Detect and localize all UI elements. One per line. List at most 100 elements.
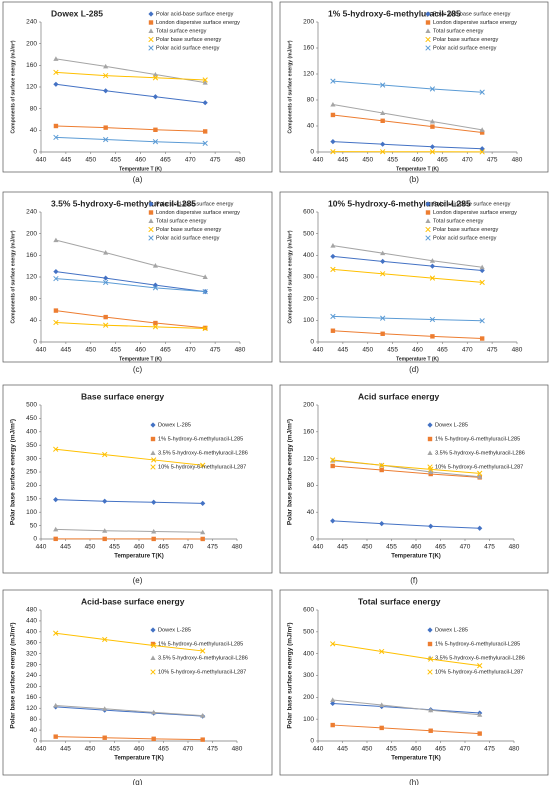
y-tick-label: 450 [26, 415, 37, 422]
panel-border [279, 384, 549, 574]
x-tick-label: 465 [158, 746, 169, 753]
marker [479, 127, 485, 132]
y-tick-label: 0 [33, 738, 37, 745]
legend-marker [148, 210, 154, 215]
x-tick-label: 450 [85, 347, 96, 354]
y-tick-label: 160 [26, 252, 37, 259]
y-tick-label: 200 [303, 295, 314, 302]
y-tick-label: 200 [26, 230, 37, 237]
x-tick-label: 480 [509, 544, 520, 551]
legend-label: 3.5% 5-hydroxy-6-methyluracil-L286 [158, 655, 248, 661]
x-axis-label: Temperature T (K) [396, 356, 439, 362]
legend-label: Polar acid-base surface energy [156, 201, 234, 207]
legend-label: Total surface energy [156, 28, 207, 34]
legend-label: Polar base surface energy [156, 227, 222, 233]
marker [330, 722, 335, 728]
marker [380, 258, 386, 264]
marker [200, 536, 205, 542]
legend-marker [150, 655, 156, 660]
marker [380, 271, 386, 277]
legend-marker [427, 436, 433, 442]
marker [53, 134, 59, 141]
y-tick-label: 80 [307, 482, 315, 489]
legend-marker [425, 226, 431, 233]
y-tick-label: 0 [310, 738, 314, 745]
chart-panel: 0 100 200 300 400 500 600 440 445 450 455 460 465 470… [279, 191, 549, 374]
legend-label: 3.5% 5-hydroxy-6-methyluracil-L286 [435, 655, 525, 661]
legend-label: Polar base surface energy [156, 37, 222, 43]
marker [103, 250, 109, 255]
y-tick-label: 120 [26, 274, 37, 281]
y-tick-label: 100 [303, 317, 314, 324]
legend-label: Dowex L-285 [435, 422, 468, 428]
y-tick-label: 160 [26, 694, 37, 701]
marker [429, 118, 436, 124]
legend-marker [427, 450, 433, 455]
marker [428, 469, 434, 474]
legend-label: Polar base surface energy [433, 37, 499, 43]
marker [152, 282, 159, 288]
series-line [55, 632, 203, 652]
x-tick-label: 460 [411, 544, 422, 551]
x-tick-label: 460 [412, 157, 423, 164]
x-tick-label: 475 [484, 746, 495, 753]
marker [200, 648, 206, 654]
marker [330, 518, 336, 524]
y-axis-label: Polar base surface energy (mJ/m²) [287, 622, 294, 728]
legend-label: 10% 5-hydroxy-6-methyluracil-L287 [158, 669, 246, 675]
marker [53, 268, 59, 275]
legend-marker [150, 464, 156, 470]
panel-border [2, 384, 273, 574]
series-line [332, 315, 483, 322]
marker [200, 500, 206, 506]
marker [200, 462, 206, 468]
marker [429, 263, 436, 269]
marker [53, 536, 58, 542]
legend-marker [150, 450, 156, 455]
chart-title: Total surface energy [358, 596, 441, 606]
y-tick-label: 300 [303, 672, 314, 679]
y-tick-label: 320 [26, 650, 37, 657]
marker [103, 136, 109, 143]
chart-title: Acid-base surface energy [81, 596, 185, 606]
x-tick-label: 445 [337, 544, 348, 551]
panel-border [2, 589, 273, 776]
series-line [332, 465, 480, 478]
x-tick-label: 480 [232, 746, 243, 753]
marker [202, 325, 208, 332]
series-line [55, 278, 206, 293]
y-tick-label: 240 [26, 672, 37, 679]
y-tick-label: 240 [26, 19, 37, 26]
legend-marker [425, 36, 431, 43]
y-tick-label: 240 [26, 209, 37, 216]
marker [53, 526, 59, 532]
panel-border [279, 589, 549, 776]
marker [428, 523, 434, 529]
legend-label: Polar acid-base surface energy [433, 11, 511, 17]
marker [53, 319, 59, 326]
legend-marker [150, 669, 156, 675]
series-line [55, 705, 203, 717]
x-tick-label: 480 [235, 347, 246, 354]
x-tick-label: 460 [135, 347, 146, 354]
legend-label: London dispersive surface energy [433, 210, 517, 216]
marker [200, 737, 205, 742]
series-line [55, 448, 203, 466]
legend-label: Polar acid-base surface energy [433, 201, 511, 207]
marker [151, 536, 156, 542]
chart-panel: 0 100 200 300 400 500 600 440 445 450 455 460 465 470… [279, 589, 549, 785]
y-tick-label: 120 [26, 84, 37, 91]
marker [380, 110, 386, 115]
chart-panel: 0 50 100 150 200 250 300 350 400 450 500 440 445 450 4… [2, 384, 273, 585]
legend-marker [425, 210, 431, 215]
x-axis-label: Temperature T(K) [114, 756, 164, 762]
y-tick-label: 200 [26, 40, 37, 47]
caption: (c) [133, 365, 143, 374]
x-tick-label: 475 [484, 544, 495, 551]
caption: (g) [133, 778, 143, 785]
chart-panel: 0 40 80 120 160 200 240 440 445 450 455 460 465 470 47… [2, 191, 273, 374]
marker [380, 315, 386, 321]
legend-marker [425, 201, 431, 207]
marker [428, 728, 433, 733]
